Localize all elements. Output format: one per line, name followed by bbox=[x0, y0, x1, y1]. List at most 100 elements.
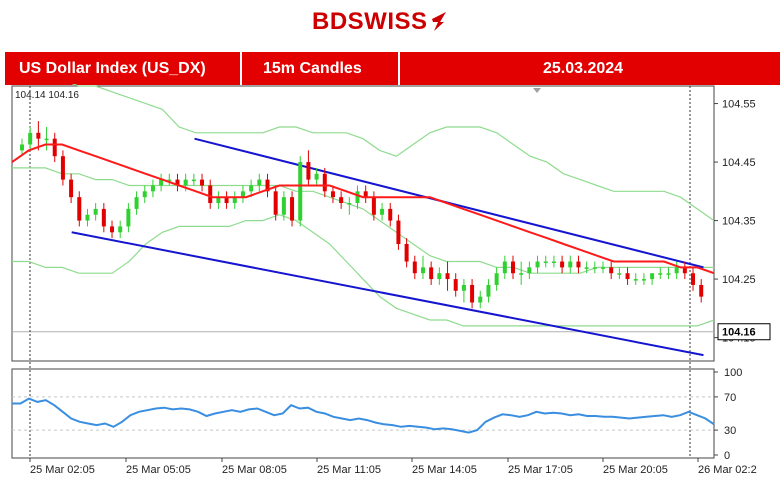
candle-body bbox=[486, 284, 491, 297]
candle-body bbox=[28, 132, 33, 145]
candle-body bbox=[167, 179, 172, 182]
timeframe-label: 15m Candles bbox=[263, 60, 362, 77]
candle-body bbox=[363, 191, 368, 198]
date-label: 25.03.2024 bbox=[543, 60, 624, 77]
candle-body bbox=[404, 243, 409, 262]
candle-body bbox=[44, 138, 49, 141]
candle-body bbox=[52, 138, 57, 157]
price-panel-frame bbox=[11, 85, 715, 362]
upper-band-line bbox=[12, 79, 715, 222]
x-tick-label: 25 Mar 17:05 bbox=[508, 464, 573, 476]
chart-area: 104.14 104.16 104.55 104.45 104.35 104.25 104… bbox=[0, 79, 780, 488]
osc-tick-label: 30 bbox=[724, 425, 736, 437]
candle-body bbox=[568, 261, 573, 268]
candle-body bbox=[191, 179, 196, 182]
candle-body bbox=[118, 226, 123, 233]
candle-body bbox=[396, 220, 401, 244]
candle-body bbox=[208, 185, 213, 204]
candle-body bbox=[281, 197, 286, 215]
osc-tick-label: 100 bbox=[724, 367, 742, 379]
candle-body bbox=[183, 179, 188, 186]
candle-body bbox=[85, 214, 90, 221]
y-tick-label: 104.35 bbox=[722, 216, 756, 228]
candle-body bbox=[478, 296, 483, 303]
candle-body bbox=[134, 197, 139, 209]
header-divider bbox=[398, 52, 400, 85]
lightning-icon bbox=[432, 12, 446, 31]
candle-body bbox=[691, 273, 696, 285]
candle-body bbox=[682, 267, 687, 274]
candle-body bbox=[232, 197, 237, 204]
candle-body bbox=[592, 267, 597, 269]
candle-body bbox=[584, 267, 589, 269]
candle-body bbox=[257, 179, 262, 186]
candle-body bbox=[625, 273, 630, 280]
channel-lower-line bbox=[71, 231, 704, 357]
x-tick-label: 25 Mar 08:05 bbox=[222, 464, 287, 476]
candle-body bbox=[502, 261, 507, 274]
x-tick-label: 25 Mar 20:05 bbox=[603, 464, 668, 476]
middle-band-line bbox=[12, 167, 714, 274]
candle-body bbox=[60, 156, 65, 180]
current-price-label: 104.16 bbox=[722, 327, 756, 339]
candle-body bbox=[470, 284, 475, 303]
candle-body bbox=[412, 261, 417, 274]
candle-body bbox=[77, 197, 82, 221]
price-chart: 104.14 104.16 104.55 104.45 104.35 104.25 104… bbox=[11, 79, 771, 476]
candle-body bbox=[388, 208, 393, 221]
candle-body bbox=[650, 273, 655, 280]
candle-body bbox=[265, 179, 270, 192]
scroll-marker-icon bbox=[533, 88, 541, 93]
candle-body bbox=[273, 191, 278, 215]
oscillator-panel-frame bbox=[11, 368, 715, 459]
header-divider bbox=[240, 52, 242, 85]
candle-body bbox=[494, 273, 499, 285]
candle-body bbox=[159, 179, 164, 186]
candle-body bbox=[609, 267, 614, 274]
candle-body bbox=[69, 179, 74, 198]
candle-body bbox=[298, 162, 303, 221]
current-price-badge bbox=[717, 323, 771, 341]
candle-body bbox=[535, 261, 540, 268]
candle-body bbox=[110, 226, 115, 233]
ohlc-label: 104.14 104.16 bbox=[15, 90, 79, 101]
candle-body bbox=[249, 185, 254, 192]
x-tick-label: 25 Mar 02:05 bbox=[30, 464, 95, 476]
candle-body bbox=[551, 261, 556, 264]
osc-tick-label: 0 bbox=[724, 450, 730, 462]
candle-body bbox=[527, 267, 532, 274]
candle-body bbox=[93, 208, 98, 215]
candle-body bbox=[290, 197, 295, 221]
candle-body bbox=[641, 279, 646, 281]
candle-body bbox=[576, 261, 581, 268]
candle-body bbox=[617, 273, 622, 275]
candle-body bbox=[420, 267, 425, 274]
y-tick-label: 104.55 bbox=[722, 99, 756, 111]
candle-body bbox=[371, 197, 376, 215]
y-tick-label: 104.45 bbox=[722, 157, 756, 169]
candle-body bbox=[150, 185, 155, 192]
candle-body bbox=[510, 261, 515, 274]
candle-body bbox=[666, 273, 671, 275]
header-banner: US Dollar Index (US_DX) 15m Candles 25.0… bbox=[5, 52, 780, 85]
candle-body bbox=[461, 284, 466, 291]
candle-body bbox=[560, 261, 565, 268]
moving-average-line bbox=[11, 143, 715, 275]
lower-band-line bbox=[12, 214, 715, 327]
candle-body bbox=[240, 191, 245, 198]
candle-body bbox=[306, 162, 311, 180]
candle-body bbox=[200, 179, 205, 186]
candle-body bbox=[224, 197, 229, 204]
candle-body bbox=[674, 267, 679, 274]
candle-body bbox=[445, 273, 450, 280]
candle-body bbox=[339, 197, 344, 204]
candle-body bbox=[355, 191, 360, 204]
x-tick-label: 25 Mar 14:05 bbox=[412, 464, 477, 476]
brand-logo: BDSWISS bbox=[0, 4, 780, 35]
candle-body bbox=[126, 208, 131, 227]
candle-body bbox=[322, 173, 327, 192]
candle-body bbox=[633, 279, 638, 281]
candle-body bbox=[601, 267, 606, 269]
candle-body bbox=[437, 273, 442, 280]
candle-body bbox=[330, 191, 335, 198]
